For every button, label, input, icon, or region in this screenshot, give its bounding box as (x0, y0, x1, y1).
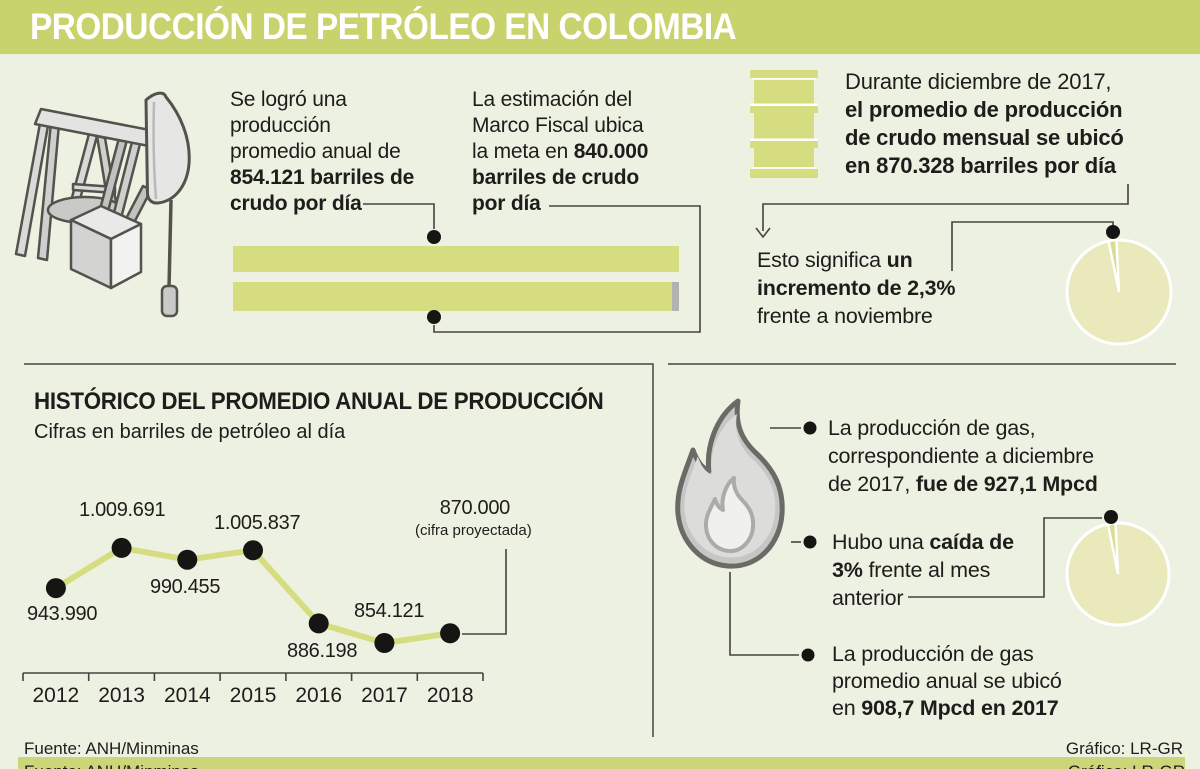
year-label: 2018 (426, 684, 474, 707)
chart-value-label-2013: 1.009.691 (79, 499, 166, 521)
bar-target-fill (233, 282, 672, 311)
year-label: 2013 (98, 684, 145, 707)
chart-point (111, 537, 132, 558)
chart-point (177, 549, 198, 570)
graphic-credit: Gráfico: LR-GR (1065, 739, 1183, 758)
arrow-down-icon (755, 227, 771, 239)
chart-point (243, 540, 263, 561)
pie-chart-gas (1065, 521, 1171, 627)
chart-value-label-2014: 990.455 (150, 576, 221, 598)
bar-actual-production (233, 246, 679, 272)
chart-subtitle: Cifras en barriles de petróleo al día (34, 421, 346, 443)
chart-projection-note: (cifra proyectada) (415, 522, 532, 539)
bullet-dot (801, 648, 815, 662)
chart-point (440, 623, 461, 644)
chart-value-label-2012: 943.990 (27, 603, 98, 625)
marker-dot (427, 310, 441, 324)
connector-projection-point (462, 549, 507, 635)
year-label: 2015 (229, 684, 277, 707)
oil-barrel-icon (750, 70, 818, 178)
production-bars (233, 246, 679, 311)
chart-title: HISTÓRICO DEL PROMEDIO ANUAL DE PRODUCCI… (34, 388, 604, 415)
chart-value-label-2016: 886.198 (287, 640, 358, 662)
gas-drop-text: Hubo una caída de 3% frente al mes anterio… (832, 530, 1014, 610)
chart-value-label-2018: 870.000 (439, 497, 511, 519)
marker-dot (427, 230, 441, 244)
chart-value-label-2015: 1.005.837 (214, 512, 301, 534)
year-label: 2012 (32, 684, 80, 707)
source-credit: Fuente: ANH/Minminas (24, 739, 199, 758)
footer-strip: Fuente: ANH/Minminas Gráfico: LR-GR (18, 757, 1185, 769)
year-label: 2014 (163, 684, 211, 707)
footer-strip-text-left: Fuente: ANH/Minminas (24, 762, 199, 769)
left-panel-border (24, 363, 654, 737)
pie-wedge-gas (1106, 521, 1120, 575)
footer-strip-text-right: Gráfico: LR-GR (1068, 762, 1185, 769)
pumpjack-icon (14, 91, 191, 318)
chart-point (374, 633, 395, 653)
pie-chart-crude (1065, 238, 1173, 346)
chart-point (308, 613, 329, 634)
marker-dot (1106, 225, 1120, 239)
gas-december-text: La producción de gas, correspondiente a d… (828, 416, 1098, 496)
fiscal-target-text: La estimación del Marco Fiscal ubica la me… (472, 88, 649, 215)
header-bar: PRODUCCIÓN DE PETRÓLEO EN COLOMBIA (0, 0, 1200, 54)
increment-text: Esto significa un incremento de 2,3% frent… (757, 248, 956, 328)
year-label: 2016 (295, 684, 343, 707)
chart-point (45, 578, 66, 599)
gas-annual-text: La producción de gas promedio anual se ub… (832, 642, 1062, 720)
connector-increment-pie (951, 221, 1114, 271)
bar-target-production (233, 282, 679, 311)
bullet-dot (803, 535, 817, 549)
connector-flame-bullet3 (729, 572, 799, 656)
december-production-text: Durante diciembre de 2017, el promedio de… (845, 69, 1124, 178)
connector-december-increment (762, 184, 1129, 231)
chart-value-label-2017: 854.121 (354, 600, 425, 622)
year-label: 2017 (361, 684, 408, 707)
chart-x-axis-labels: 2012 2013 2014 2015 2016 2017 2018 (23, 684, 483, 708)
marker-dot (1104, 510, 1118, 524)
pie-wedge-crude (1107, 238, 1121, 293)
annual-production-text: Se logró una producción promedio anual de 8… (230, 88, 415, 215)
page-title: PRODUCCIÓN DE PETRÓLEO EN COLOMBIA (30, 6, 737, 47)
bullet-dot (803, 421, 817, 435)
flame-icon (675, 398, 785, 569)
